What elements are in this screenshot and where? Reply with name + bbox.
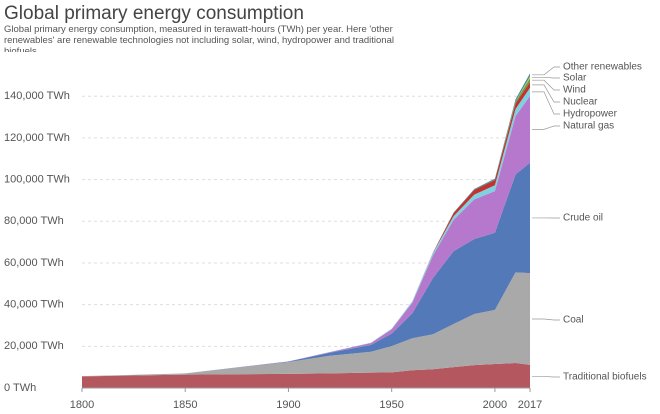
- leader-line: [532, 76, 560, 79]
- x-tick-label: 1900: [276, 399, 300, 411]
- y-tick-label: 100,000 TWh: [4, 174, 70, 186]
- y-tick-label: 140,000 TWh: [4, 90, 70, 102]
- area: [82, 362, 530, 388]
- x-tick-label: 2000: [483, 399, 507, 411]
- y-tick-label: 40,000 TWh: [4, 299, 64, 311]
- y-tick-label: 20,000 TWh: [4, 340, 64, 352]
- legend-label: Traditional biofuels: [563, 372, 647, 383]
- x-tick-label: 1800: [70, 399, 94, 411]
- legend-label: Nuclear: [563, 97, 598, 108]
- legend-label: Hydropower: [563, 109, 618, 120]
- leader-line: [532, 79, 560, 91]
- chart-subtitle: Global primary energy consumption, measu…: [4, 24, 394, 52]
- y-tick-label: 80,000 TWh: [4, 215, 64, 227]
- leader-line: [532, 84, 560, 103]
- legend-label: Wind: [563, 85, 586, 96]
- legend-label: Coal: [563, 315, 584, 326]
- y-tick-label: 0 TWh: [4, 382, 36, 394]
- y-tick-label: 120,000 TWh: [4, 132, 70, 144]
- y-tick-label: 60,000 TWh: [4, 257, 64, 269]
- legend-label: Other renewables: [563, 62, 642, 73]
- leader-line: [532, 91, 560, 115]
- area: [82, 162, 530, 377]
- area: [82, 272, 530, 377]
- legend-label: Crude oil: [563, 213, 603, 224]
- leader-line: [532, 376, 560, 378]
- legend-label: Solar: [563, 73, 587, 84]
- x-tick-label: 1950: [379, 399, 403, 411]
- x-tick-label: 2017: [518, 399, 542, 411]
- x-tick-label: 1850: [173, 399, 197, 411]
- chart-title: Global primary energy consumption: [4, 3, 304, 24]
- subtitle-box: Global primary energy consumption, measu…: [4, 24, 394, 52]
- legend-label: Natural gas: [563, 121, 614, 132]
- leader-line: [532, 66, 560, 76]
- leader-line: [532, 125, 560, 130]
- leader-line: [532, 318, 560, 321]
